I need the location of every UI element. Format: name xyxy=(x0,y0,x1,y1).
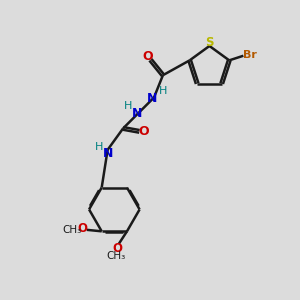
Text: H: H xyxy=(124,101,132,111)
Text: N: N xyxy=(132,107,142,120)
Text: O: O xyxy=(142,50,153,63)
Text: O: O xyxy=(78,222,88,235)
Text: Br: Br xyxy=(243,50,257,60)
Text: H: H xyxy=(95,142,103,152)
Text: O: O xyxy=(112,242,122,255)
Text: CH₃: CH₃ xyxy=(106,251,125,261)
Text: O: O xyxy=(138,125,149,138)
Text: S: S xyxy=(205,36,214,49)
Text: H: H xyxy=(159,86,168,96)
Text: CH₃: CH₃ xyxy=(62,225,82,235)
Text: N: N xyxy=(102,147,113,160)
Text: N: N xyxy=(147,92,158,105)
